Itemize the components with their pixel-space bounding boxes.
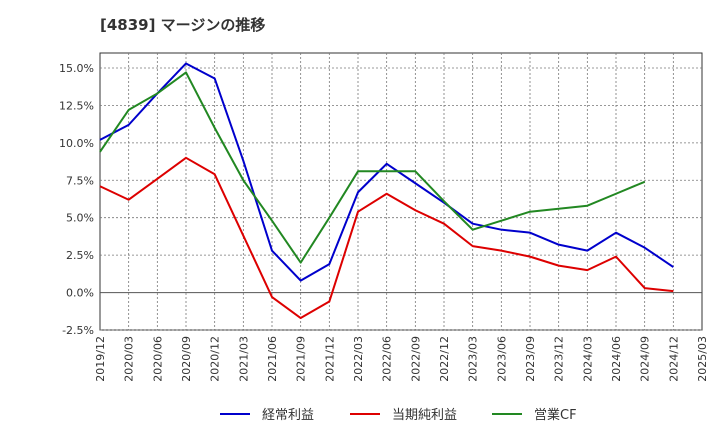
x-tick-label: 2023/09	[524, 336, 537, 382]
series-line	[99, 71, 646, 264]
x-tick-label: 2021/09	[295, 336, 308, 382]
x-tick-label: 2024/12	[667, 336, 680, 382]
x-tick-label: 2020/12	[209, 336, 222, 382]
plot-area	[99, 52, 703, 331]
series-lines	[99, 62, 674, 320]
y-tick-label: 5.0%	[66, 212, 94, 225]
x-tick-label: 2022/03	[352, 336, 365, 382]
x-tick-label: 2022/06	[381, 336, 394, 382]
series-line	[99, 62, 674, 282]
y-tick-label: 0.0%	[66, 287, 94, 300]
x-tick-label: 2024/09	[639, 336, 652, 382]
legend-label: 経常利益	[262, 408, 314, 423]
y-axis-ticks: 15.0% 12.5% 10.0% 7.5% 5.0% 2.5% 0.0% -2.5%	[59, 62, 94, 337]
x-tick-label: 2021/03	[237, 336, 250, 382]
x-tick-label: 2022/09	[409, 336, 422, 382]
y-tick-label: 15.0%	[59, 62, 94, 75]
chart-title: [4839] マージンの推移	[100, 16, 266, 34]
x-tick-label: 2021/12	[323, 336, 336, 382]
legend-label: 営業CF	[534, 407, 577, 423]
x-tick-label: 2025/03	[696, 336, 709, 382]
x-tick-label: 2021/06	[266, 336, 279, 382]
x-tick-label: 2024/03	[581, 336, 594, 382]
legend: 経常利益 当期純利益 営業CF	[220, 407, 577, 423]
y-tick-label: -2.5%	[62, 324, 94, 337]
y-tick-label: 2.5%	[66, 249, 94, 262]
y-tick-label: 10.0%	[59, 137, 94, 150]
x-tick-label: 2024/06	[610, 336, 623, 382]
x-axis-ticks: 2019/12 2020/03 2020/06 2020/09 2020/12 2021/…	[94, 336, 709, 382]
x-tick-label: 2020/03	[123, 336, 136, 382]
x-tick-label: 2022/12	[438, 336, 451, 382]
x-tick-label: 2020/09	[180, 336, 193, 382]
series-line	[99, 156, 674, 320]
y-tick-label: 12.5%	[59, 99, 94, 112]
x-tick-label: 2023/12	[553, 336, 566, 382]
grid-lines	[100, 53, 702, 331]
legend-label: 当期純利益	[392, 408, 457, 423]
x-tick-label: 2023/03	[467, 336, 480, 382]
x-tick-label: 2020/06	[151, 336, 164, 382]
y-tick-label: 7.5%	[66, 174, 94, 187]
x-tick-label: 2019/12	[94, 336, 107, 382]
x-tick-label: 2023/06	[495, 336, 508, 382]
